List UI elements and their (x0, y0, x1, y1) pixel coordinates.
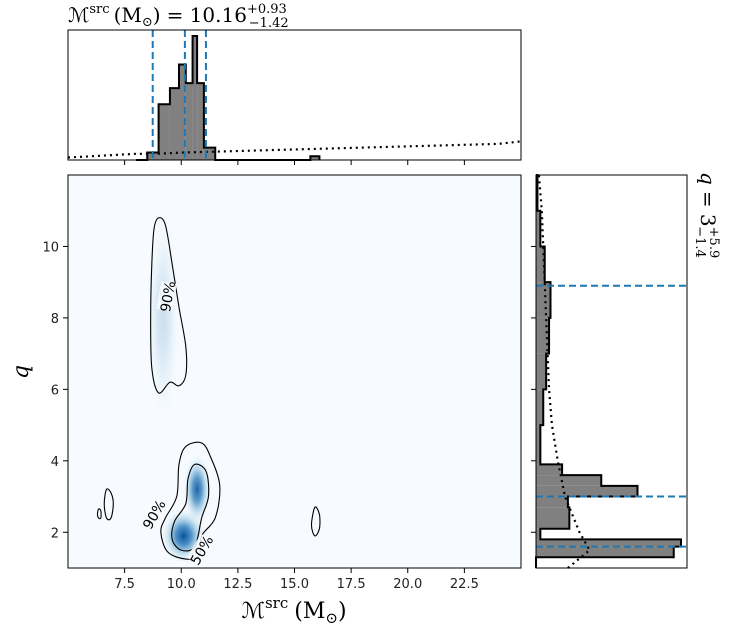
contour-90pct (150, 217, 188, 394)
q-hist-bar (536, 353, 547, 390)
q-hist-bar (536, 464, 563, 476)
q-hist-bar (536, 485, 638, 497)
contour-island (103, 488, 114, 521)
mc-prior-curve (67, 140, 522, 159)
contour-label: 90% (158, 280, 179, 313)
x-tick-label: 7.5 (114, 577, 135, 592)
mc-hist-bar (203, 147, 216, 160)
y-tick-label: 2 (51, 526, 59, 541)
mc-hist-bar (192, 36, 198, 160)
mc-hist-bar (178, 64, 186, 160)
q-hist-outline (535, 174, 682, 568)
q-panel-frame (535, 174, 688, 569)
x-tick-label: 20.0 (393, 577, 422, 592)
x-tick-label: 10.0 (167, 577, 196, 592)
q-title: q= 3+5.9−1.4 (692, 172, 721, 258)
contour-label-bg (139, 497, 168, 531)
mc-hist-bar (169, 88, 179, 160)
mc-title: ℳsrc (M⊙) = 10.16+0.93 −1.42 (68, 2, 289, 31)
mc-hist-bar (197, 83, 204, 160)
svg-text:q= 3+5.9−1.4: q= 3+5.9−1.4 (692, 172, 721, 258)
q-hist-bar (536, 546, 674, 558)
q-hist-bar (536, 425, 541, 465)
mc-hist-bar (310, 156, 320, 160)
q-hist-bar (536, 496, 568, 508)
x-tick-label: 17.5 (337, 577, 366, 592)
q-hist-bar (536, 528, 541, 540)
q-hist-bar (536, 389, 544, 426)
q-hist-bar (536, 282, 551, 318)
y-tick-label: 8 (51, 312, 59, 327)
y-tick-label: 4 (51, 455, 59, 470)
q-hist-bar (536, 475, 602, 486)
contour-50pct (171, 463, 210, 552)
y-axis-label: q (9, 365, 34, 379)
q-hist-bar (536, 210, 541, 247)
mc-hist-bar (158, 104, 170, 160)
q-marginal-panel (531, 174, 688, 569)
q-hist-bar (536, 539, 681, 547)
mc-hist-bar (185, 83, 193, 160)
q-hist-bar (536, 507, 570, 529)
x-tick-label: 15.0 (280, 577, 309, 592)
contour-island (310, 506, 321, 537)
q-hist-bar (536, 246, 545, 283)
mc-marginal-panel (67, 29, 522, 165)
contour-label-bg (186, 533, 215, 566)
contour-label-bg (156, 281, 177, 312)
x-tick-label: 22.5 (450, 577, 479, 592)
x-tick-label: 12.5 (223, 577, 252, 592)
q-hist-bar (536, 317, 550, 354)
contour-island (96, 508, 102, 520)
x-axis-label: ℳsrc (M⊙) (241, 594, 346, 627)
y-tick-label: 10 (42, 240, 59, 255)
y-tick-label: 6 (51, 383, 59, 398)
joint-posterior-panel: 90%90%50% 7.5 10.0 12.5 15.0 17.5 20.0 22.5 24… (42, 174, 522, 592)
